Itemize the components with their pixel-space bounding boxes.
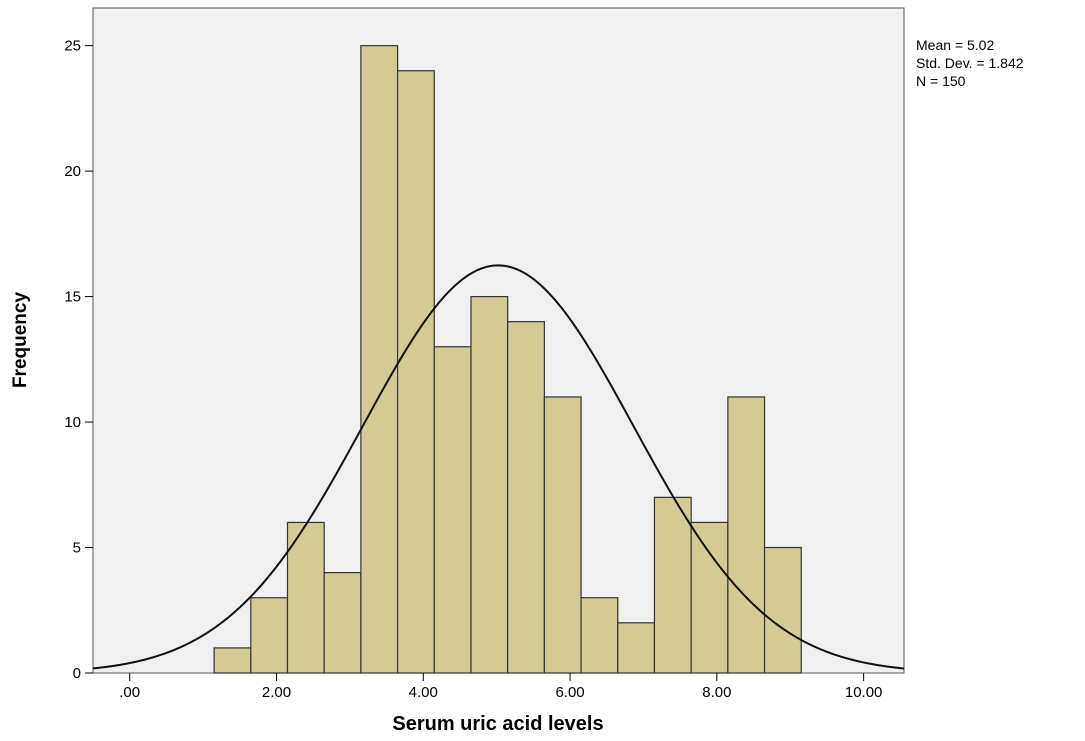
x-tick-label: 10.00 (845, 684, 883, 701)
y-axis-title: Frequency (10, 292, 31, 389)
histogram-bar (433, 346, 472, 674)
stats-box: Mean = 5.02 Std. Dev. = 1.842 N = 150 (916, 37, 1024, 89)
histogram-bar (250, 597, 289, 674)
x-tick-label: .00 (119, 684, 140, 701)
histogram-bar (617, 622, 656, 674)
bars-group (213, 45, 802, 674)
normal-curve (92, 264, 905, 670)
y-tick-label: 10 (64, 414, 81, 431)
y-tick-label: 5 (73, 540, 81, 557)
x-tick-label: 2.00 (262, 684, 291, 701)
y-tick-label: 0 (73, 665, 81, 682)
histogram-bar (690, 521, 729, 674)
y-tick-label: 15 (64, 289, 81, 306)
histogram-bar (727, 396, 766, 674)
y-tick-label: 25 (64, 38, 81, 55)
y-axis: 0 5 10 15 20 25 (64, 38, 93, 682)
histogram-bar (543, 396, 582, 674)
histogram-bar (653, 496, 692, 674)
histogram-bar (213, 647, 252, 674)
x-tick-label: 6.00 (555, 684, 584, 701)
x-tick-label: 4.00 (409, 684, 438, 701)
y-tick-label: 20 (64, 163, 81, 180)
histogram-bar (323, 572, 362, 674)
stats-n: N = 150 (916, 73, 966, 89)
stats-std-dev: Std. Dev. = 1.842 (916, 55, 1024, 71)
x-axis: .00 2.00 4.00 6.00 8.00 10.00 (119, 673, 882, 701)
x-tick-label: 8.00 (702, 684, 731, 701)
x-axis-title: Serum uric acid levels (392, 713, 603, 735)
histogram-bar (470, 295, 509, 674)
histogram-bar (763, 546, 802, 674)
stats-mean: Mean = 5.02 (916, 37, 994, 53)
histogram-bar (580, 597, 619, 674)
histogram-bar (507, 321, 545, 674)
histogram-bar (360, 45, 399, 674)
histogram-bar (396, 70, 435, 674)
